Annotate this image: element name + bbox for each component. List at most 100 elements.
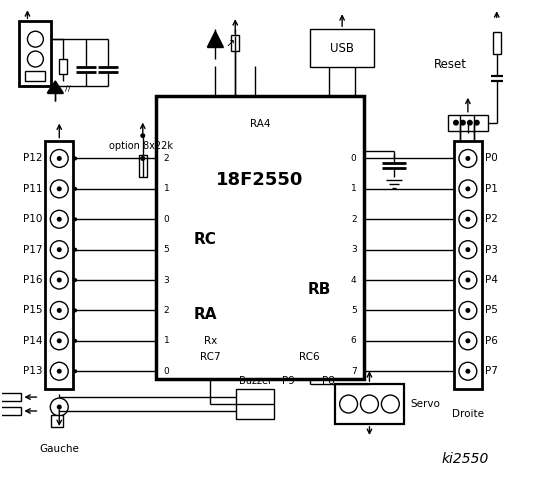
Bar bbox=[231, 35, 239, 51]
Circle shape bbox=[459, 180, 477, 198]
Circle shape bbox=[57, 156, 62, 161]
Circle shape bbox=[466, 338, 471, 343]
Text: 5: 5 bbox=[164, 245, 169, 254]
Text: 3: 3 bbox=[351, 245, 357, 254]
Circle shape bbox=[459, 362, 477, 380]
Circle shape bbox=[466, 369, 471, 374]
Text: RB: RB bbox=[308, 282, 331, 297]
Text: P5: P5 bbox=[485, 305, 498, 315]
Circle shape bbox=[57, 405, 62, 409]
Text: P7: P7 bbox=[485, 366, 498, 376]
Bar bbox=[236, 389, 274, 419]
Text: 4: 4 bbox=[351, 276, 357, 285]
Circle shape bbox=[57, 369, 62, 374]
Text: P10: P10 bbox=[23, 214, 43, 224]
Bar bbox=[448, 115, 488, 131]
Circle shape bbox=[57, 247, 62, 252]
Circle shape bbox=[459, 301, 477, 319]
Bar bbox=[51, 415, 63, 427]
Text: Rx: Rx bbox=[204, 336, 217, 347]
Circle shape bbox=[459, 240, 477, 259]
Text: P2: P2 bbox=[485, 214, 498, 224]
Text: Droite: Droite bbox=[452, 409, 484, 419]
Circle shape bbox=[57, 186, 62, 192]
Circle shape bbox=[50, 240, 68, 259]
Text: P3: P3 bbox=[485, 245, 498, 255]
Circle shape bbox=[50, 332, 68, 350]
Circle shape bbox=[50, 180, 68, 198]
Circle shape bbox=[466, 186, 471, 192]
Text: 0: 0 bbox=[164, 367, 169, 376]
Circle shape bbox=[50, 398, 68, 416]
Text: Buzzer: Buzzer bbox=[239, 376, 272, 386]
Circle shape bbox=[73, 369, 77, 373]
Text: 6: 6 bbox=[351, 336, 357, 345]
Text: option 8x22k: option 8x22k bbox=[109, 141, 173, 151]
Text: P6: P6 bbox=[485, 336, 498, 346]
Text: 0: 0 bbox=[164, 215, 169, 224]
Text: P14: P14 bbox=[23, 336, 43, 346]
Text: P11: P11 bbox=[23, 184, 43, 194]
Text: P9: P9 bbox=[282, 376, 295, 386]
Bar bbox=[59, 59, 67, 74]
Text: RA4: RA4 bbox=[250, 119, 270, 129]
Text: Gauche: Gauche bbox=[39, 444, 79, 454]
Text: Reset: Reset bbox=[434, 58, 467, 71]
Text: P17: P17 bbox=[23, 245, 43, 255]
Text: 2: 2 bbox=[164, 154, 169, 163]
Circle shape bbox=[466, 277, 471, 283]
Circle shape bbox=[50, 301, 68, 319]
Circle shape bbox=[466, 308, 471, 313]
Text: P1: P1 bbox=[485, 184, 498, 194]
Circle shape bbox=[73, 156, 77, 160]
Bar bbox=[493, 32, 500, 54]
Circle shape bbox=[459, 271, 477, 289]
Text: 7: 7 bbox=[351, 367, 357, 376]
Circle shape bbox=[361, 395, 378, 413]
Bar bbox=[0, 393, 22, 401]
Circle shape bbox=[57, 277, 62, 283]
Circle shape bbox=[50, 210, 68, 228]
Circle shape bbox=[57, 217, 62, 222]
Text: RC7: RC7 bbox=[200, 352, 221, 362]
Text: 5: 5 bbox=[351, 306, 357, 315]
Text: ∕∕: ∕∕ bbox=[65, 84, 71, 94]
Text: RA: RA bbox=[194, 307, 217, 322]
Text: P13: P13 bbox=[23, 366, 43, 376]
Bar bbox=[156, 96, 364, 379]
Circle shape bbox=[140, 133, 145, 138]
Text: 1: 1 bbox=[164, 336, 169, 345]
Text: 0: 0 bbox=[351, 154, 357, 163]
Circle shape bbox=[467, 120, 473, 126]
Bar bbox=[310, 29, 374, 67]
Circle shape bbox=[73, 217, 77, 221]
Text: Servo: Servo bbox=[410, 399, 440, 409]
Circle shape bbox=[466, 247, 471, 252]
Text: 3: 3 bbox=[164, 276, 169, 285]
Bar bbox=[25, 71, 45, 81]
Circle shape bbox=[73, 187, 77, 191]
Circle shape bbox=[73, 339, 77, 343]
Circle shape bbox=[459, 150, 477, 168]
Circle shape bbox=[466, 156, 471, 161]
Text: RC: RC bbox=[194, 232, 217, 248]
Text: P0: P0 bbox=[485, 154, 498, 164]
Text: 2: 2 bbox=[164, 306, 169, 315]
Circle shape bbox=[466, 217, 471, 222]
Text: P16: P16 bbox=[23, 275, 43, 285]
Polygon shape bbox=[48, 81, 63, 93]
Text: 18F2550: 18F2550 bbox=[216, 171, 304, 189]
Text: 1: 1 bbox=[164, 184, 169, 193]
Text: 1: 1 bbox=[351, 184, 357, 193]
Bar bbox=[139, 156, 147, 178]
Bar bbox=[335, 384, 404, 424]
Circle shape bbox=[140, 156, 145, 161]
Text: P15: P15 bbox=[23, 305, 43, 315]
Circle shape bbox=[459, 210, 477, 228]
Text: P4: P4 bbox=[485, 275, 498, 285]
Polygon shape bbox=[207, 31, 223, 47]
Circle shape bbox=[50, 150, 68, 168]
Bar bbox=[454, 141, 482, 389]
Circle shape bbox=[50, 271, 68, 289]
Circle shape bbox=[50, 362, 68, 380]
